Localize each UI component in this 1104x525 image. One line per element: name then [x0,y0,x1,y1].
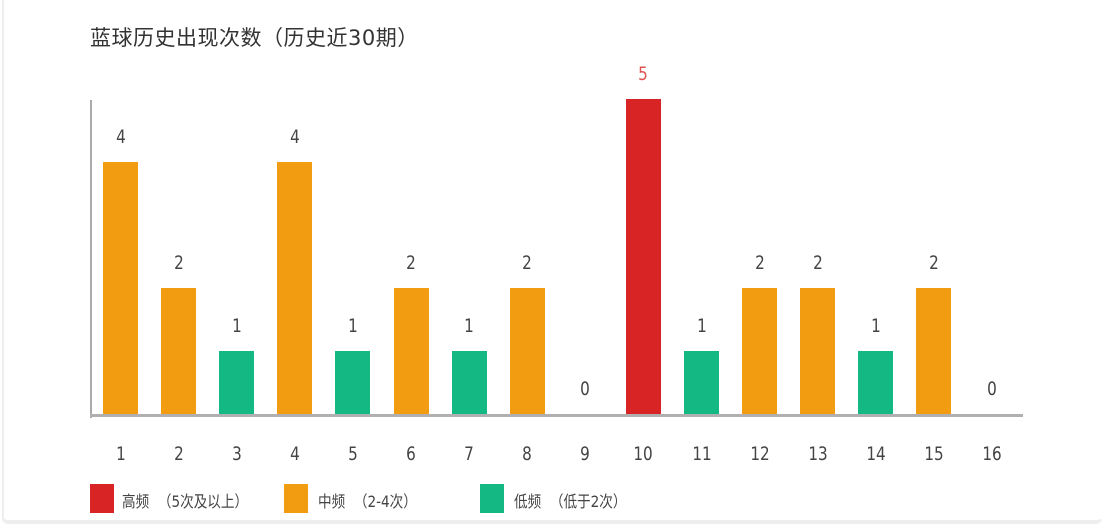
x-tick-label-7: 7 [464,443,474,465]
chart-title: 蓝球历史出现次数（历史近30期） [90,26,419,50]
bar-6 [393,288,429,414]
x-tick-label-11: 11 [691,443,712,465]
x-tick-label-3: 3 [231,443,242,465]
value-label-6: 2 [406,252,416,274]
x-tick-label-6: 6 [406,443,416,465]
x-tick-label-16: 16 [982,443,1002,465]
bar-3 [219,351,255,414]
x-tick-label-15: 15 [924,443,944,465]
legend-swatch-high [90,484,114,513]
x-tick-label-9: 9 [580,443,591,465]
legend-label-low: 低频 （低于2次） [514,492,627,511]
bar-2 [161,288,197,414]
value-label-13: 2 [812,252,823,274]
x-tick-label-14: 14 [866,443,886,465]
bar-10 [625,99,661,414]
x-tick-label-2: 2 [173,443,184,465]
legend-label-mid: 中频 （2-4次） [318,492,417,511]
bar-15 [916,288,952,414]
legend-swatch-mid [284,484,308,513]
x-tick-label-12: 12 [749,443,770,465]
bar-5 [335,351,371,414]
bar-4 [277,162,313,414]
bar-8 [509,288,545,414]
bar-13 [800,288,836,414]
value-label-5: 1 [348,315,358,337]
legend-label-high: 高频 （5次及以上） [122,492,249,511]
legend-swatch-low [480,484,504,513]
value-label-10: 5 [638,63,649,85]
x-tick-label-5: 5 [348,443,358,465]
value-label-1: 4 [115,126,126,148]
value-label-15: 2 [929,252,939,274]
value-label-3: 1 [231,315,242,337]
bar-1 [103,162,138,414]
value-label-9: 0 [580,378,591,400]
bar-7 [451,351,487,414]
x-tick-label-8: 8 [522,443,533,465]
x-tick-label-4: 4 [289,443,300,465]
value-label-7: 1 [464,315,474,337]
value-label-12: 2 [754,252,765,274]
bar-11 [684,351,719,414]
value-label-16: 0 [987,378,997,400]
x-axis [90,414,1023,417]
bar-12 [742,288,778,414]
value-label-4: 4 [289,126,300,148]
value-label-2: 2 [173,252,184,274]
x-tick-label-13: 13 [808,443,828,465]
value-label-11: 1 [696,315,707,337]
bar-14 [858,351,894,414]
x-tick-label-10: 10 [633,443,654,465]
y-axis [90,100,92,418]
x-tick-label-1: 1 [115,443,126,465]
value-label-14: 1 [870,315,881,337]
value-label-8: 2 [522,252,533,274]
